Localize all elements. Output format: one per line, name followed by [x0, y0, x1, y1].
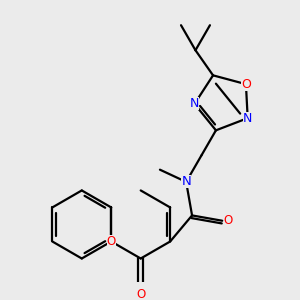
Text: O: O: [106, 235, 116, 248]
Text: N: N: [181, 176, 191, 188]
Text: N: N: [243, 112, 252, 124]
Text: N: N: [190, 98, 199, 110]
Text: O: O: [224, 214, 233, 227]
Text: O: O: [136, 288, 145, 300]
Text: O: O: [241, 78, 251, 91]
